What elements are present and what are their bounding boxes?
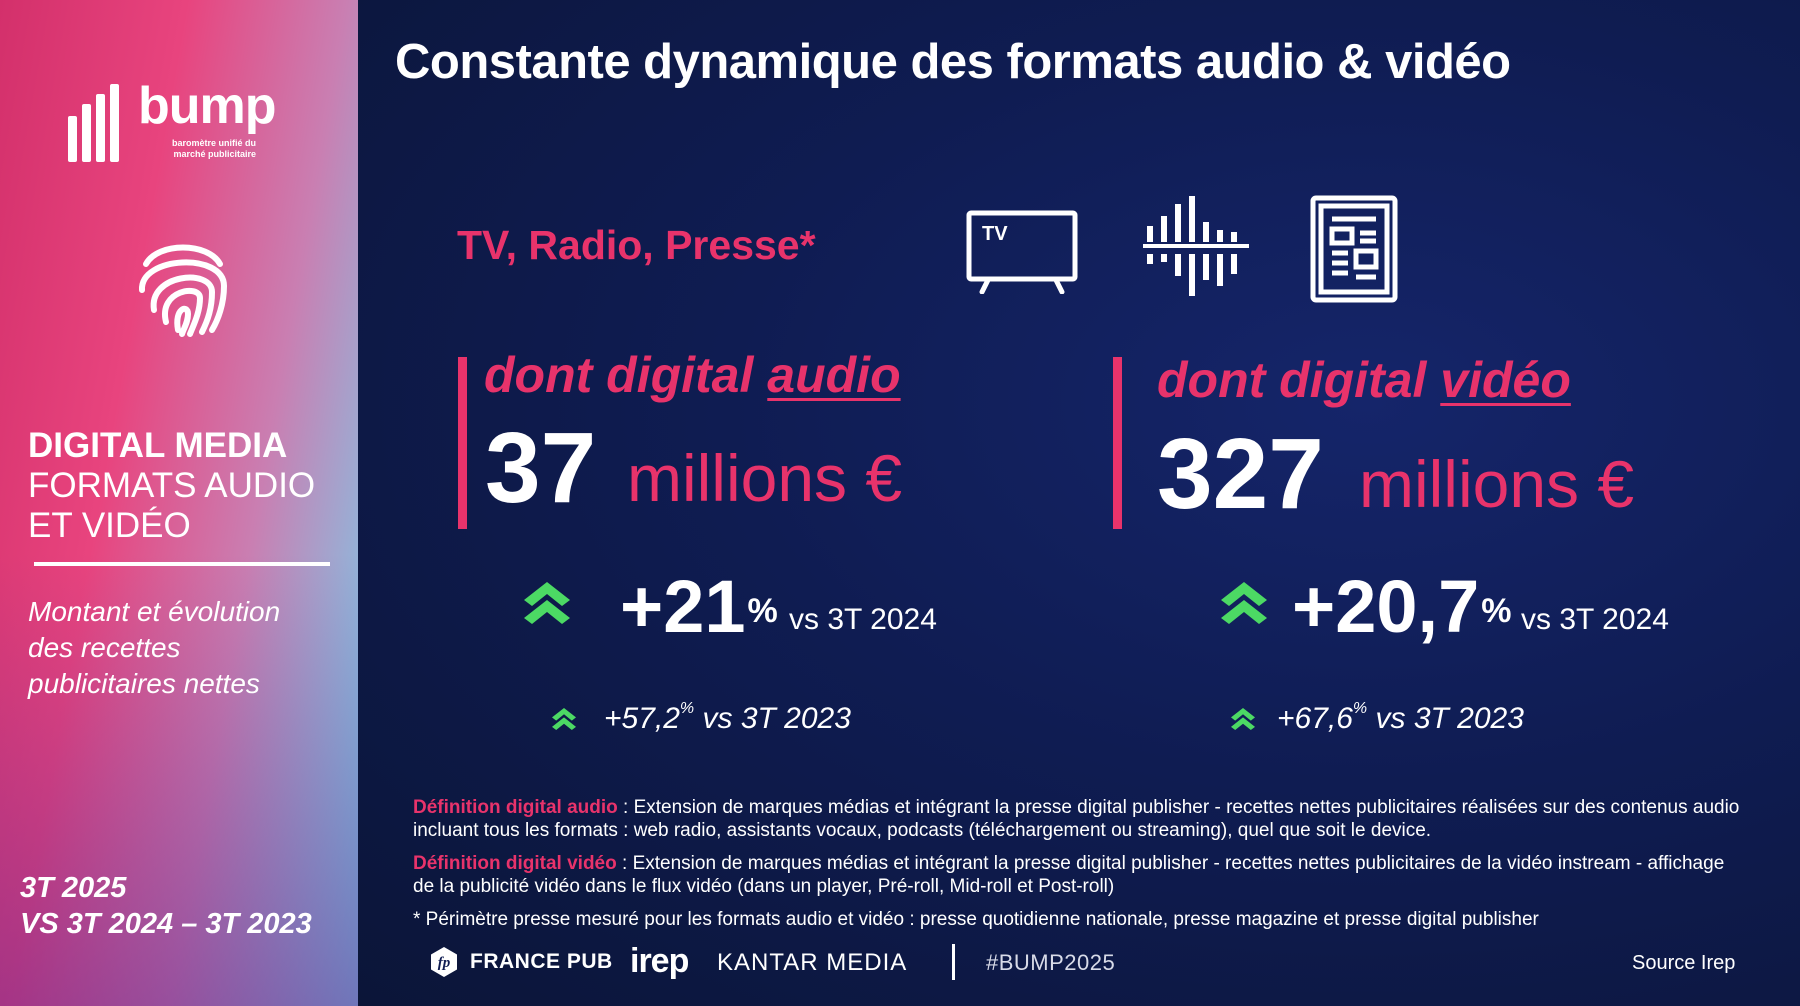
audio-growth: +21% (620, 570, 778, 644)
period-line-2: VS 3T 2024 – 3T 2023 (20, 908, 312, 940)
video-label-prefix: dont digital (1157, 352, 1441, 408)
audio-growth2-value: +57,2 (604, 702, 680, 735)
source-label: Source Irep (1632, 952, 1736, 974)
newspaper-icon (1310, 195, 1398, 303)
definition-audio: Définition digital audio : Extension de … (413, 796, 1743, 842)
sidebar-heading: DIGITAL MEDIA (28, 426, 288, 465)
kantar-media-logo: KANTAR MEDIA (717, 949, 908, 976)
audio-growth-unit: % (747, 592, 778, 630)
tv-icon-label: TV (982, 223, 1008, 245)
video-growth2: +67,6% vs 3T 2023 (1277, 700, 1524, 736)
media-scope-label: TV, Radio, Presse* (457, 222, 816, 268)
video-growth: +20,7% (1292, 570, 1511, 644)
definition-audio-label: Définition digital audio (413, 797, 618, 818)
footer-separator (952, 944, 955, 980)
fingerprint-icon (138, 244, 228, 337)
audio-growth2-chevron-icon (552, 708, 576, 730)
audio-panel-label: dont digital audio (484, 346, 901, 404)
video-amount-unit: millions € (1359, 447, 1635, 521)
video-growth2-vs: vs 3T 2023 (1367, 702, 1524, 735)
audio-growth-chevron-icon (524, 582, 570, 624)
video-growth2-chevron-icon (1231, 708, 1255, 730)
france-pub-logo: FRANCE PUB (470, 950, 613, 973)
page-title: Constante dynamique des formats audio & … (395, 35, 1511, 89)
footnote: * Périmètre presse mesuré pour les forma… (413, 909, 1539, 930)
france-pub-badge-icon: fp (431, 947, 457, 977)
sidebar: bump baromètre unifié du marché publicit… (0, 0, 358, 1006)
period-label: 3T 2025 VS 3T 2024 – 3T 2023 (20, 870, 350, 942)
video-growth-vs: vs 3T 2024 (1521, 603, 1669, 636)
irep-logo: irep (630, 942, 689, 980)
video-amount: 327 (1157, 418, 1324, 530)
audio-accent-bar (458, 357, 467, 529)
definition-video-label: Définition digital vidéo (413, 853, 617, 874)
audio-label-prefix: dont digital (484, 347, 768, 403)
audio-label-keyword: audio (767, 347, 901, 403)
video-growth-value: +20,7 (1292, 565, 1480, 648)
period-line-1: 3T 2025 (20, 872, 127, 904)
audio-growth2-unit: % (679, 700, 695, 717)
hashtag: #BUMP2025 (986, 950, 1116, 975)
definition-audio-text: : Extension de marques médias et intégra… (413, 797, 1740, 841)
tv-icon: TV (966, 210, 1078, 294)
bump-logo: bump baromètre unifié du marché publicit… (68, 77, 308, 174)
audio-amount: 37 (485, 412, 597, 524)
brand-tagline: baromètre unifié du marché publicitaire (171, 138, 256, 159)
france-pub-badge-text: fp (438, 955, 451, 971)
video-growth2-unit: % (1352, 700, 1368, 717)
video-panel-label: dont digital vidéo (1157, 351, 1571, 409)
audio-amount-unit: millions € (627, 441, 903, 515)
audio-growth-value: +21 (620, 565, 746, 648)
definitions: Définition digital audio : Extension de … (413, 796, 1743, 941)
audio-growth2: +57,2% vs 3T 2023 (604, 700, 851, 736)
video-label-keyword: vidéo (1440, 352, 1571, 408)
bump-bars-icon (68, 84, 126, 162)
footer: fp FRANCE PUB irep KANTAR MEDIA #BUMP202… (428, 940, 1748, 980)
audio-growth2-vs: vs 3T 2023 (694, 702, 851, 735)
sidebar-description: Montant et évolution des recettes public… (28, 596, 281, 699)
brand-name: bump (138, 77, 277, 135)
sidebar-divider (34, 562, 330, 566)
main-content (358, 0, 1800, 1006)
sidebar-subheading: FORMATS AUDIO ET VIDÉO (28, 466, 316, 545)
video-growth-chevron-icon (1221, 582, 1267, 624)
video-accent-bar (1113, 357, 1122, 529)
video-growth2-value: +67,6 (1277, 702, 1353, 735)
video-growth-unit: % (1481, 592, 1512, 630)
audio-growth-vs: vs 3T 2024 (789, 603, 937, 636)
definition-video: Définition digital vidéo : Extension de … (413, 852, 1743, 898)
radio-icon (1143, 196, 1249, 296)
definition-video-text: : Extension de marques médias et intégra… (413, 853, 1725, 897)
